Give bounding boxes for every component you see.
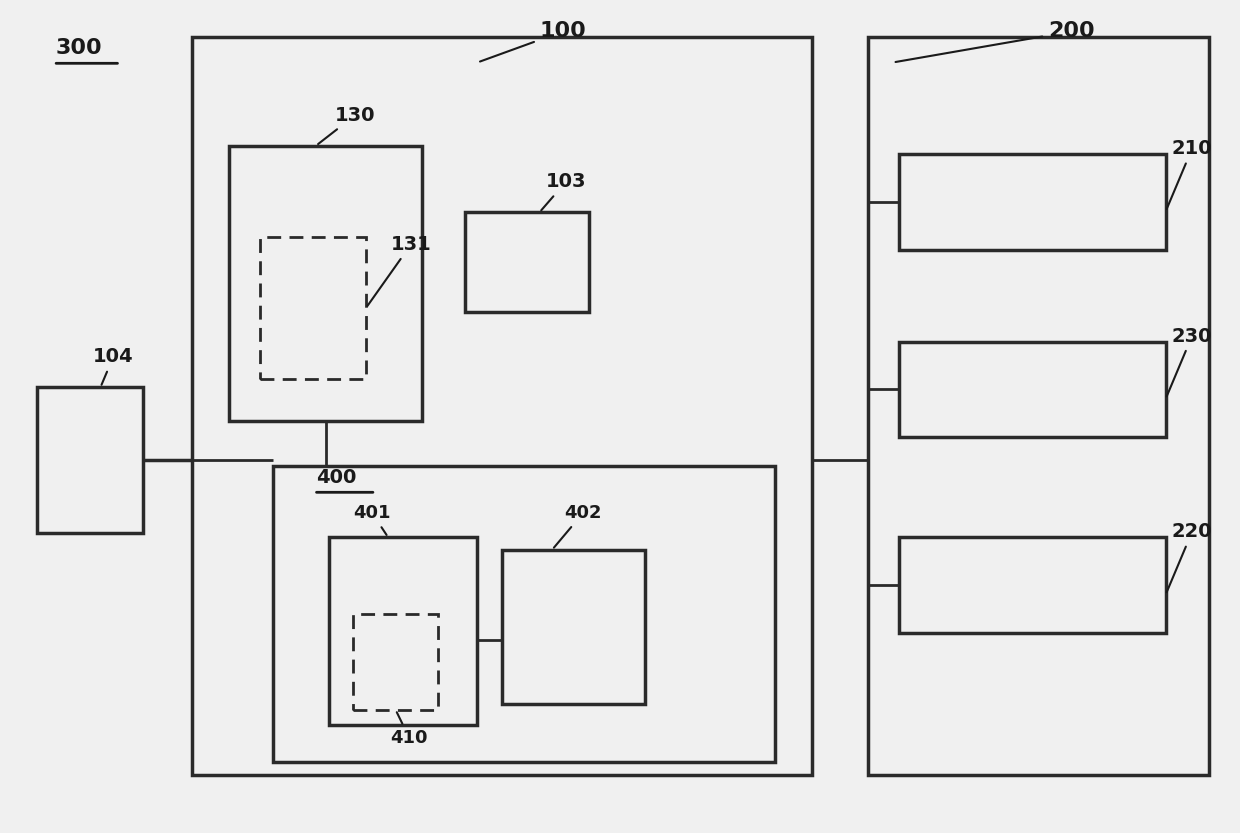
Bar <box>465 212 589 312</box>
Text: 300: 300 <box>56 38 103 58</box>
Text: 130: 130 <box>319 106 376 144</box>
Text: 230: 230 <box>1167 327 1213 397</box>
Text: 200: 200 <box>895 22 1095 62</box>
Text: 100: 100 <box>480 22 587 62</box>
Bar <box>899 154 1166 250</box>
Bar <box>868 37 1209 775</box>
Bar <box>353 614 438 710</box>
Text: 104: 104 <box>93 347 134 385</box>
Bar <box>899 342 1166 437</box>
Bar <box>329 537 477 725</box>
Bar <box>273 466 775 762</box>
Text: 220: 220 <box>1167 522 1213 592</box>
Bar <box>192 37 812 775</box>
Bar <box>229 146 422 421</box>
Bar <box>260 237 366 379</box>
Text: 131: 131 <box>367 235 432 306</box>
Text: 400: 400 <box>316 468 357 487</box>
Text: 210: 210 <box>1167 139 1213 209</box>
Text: 401: 401 <box>353 504 391 535</box>
Bar <box>502 550 645 704</box>
Bar <box>899 537 1166 633</box>
Text: 410: 410 <box>391 712 428 747</box>
Text: 402: 402 <box>554 504 601 547</box>
Text: 103: 103 <box>541 172 587 210</box>
Bar <box>37 387 143 533</box>
